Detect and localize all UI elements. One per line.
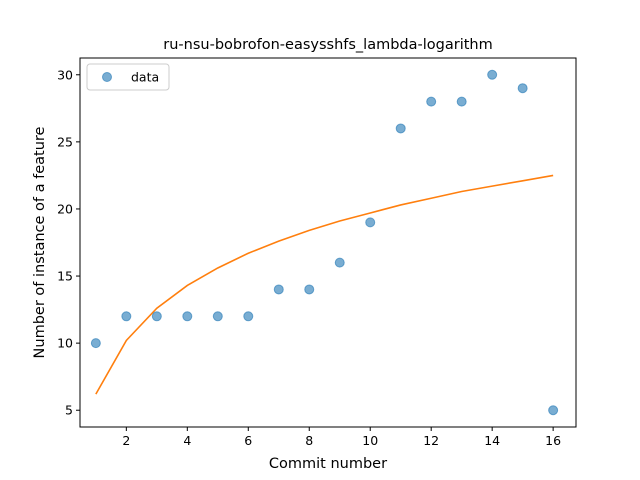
data-point — [365, 217, 376, 228]
series-layer — [90, 69, 559, 416]
y-tick-label: 20 — [57, 201, 73, 216]
x-tick-label: 8 — [305, 433, 313, 448]
data-point — [456, 96, 467, 107]
legend-label-data: data — [131, 70, 159, 85]
x-axis: 2 4 6 8 10 12 14 16 — [122, 427, 561, 448]
data-point — [151, 311, 162, 322]
x-tick-label: 16 — [545, 433, 561, 448]
y-tick-label: 5 — [65, 403, 73, 418]
y-tick-label: 30 — [57, 67, 73, 82]
x-tick-label: 6 — [244, 433, 252, 448]
data-point — [243, 311, 254, 322]
data-point — [487, 69, 498, 80]
data-point — [121, 311, 132, 322]
y-axis: 5 10 15 20 25 30 — [57, 67, 80, 418]
data-point — [426, 96, 437, 107]
x-tick-label: 10 — [362, 433, 378, 448]
legend-marker-data — [102, 72, 112, 82]
chart-title: ru-nsu-bobrofon-easysshfs_lambda-logarit… — [163, 37, 492, 53]
legend-box — [86, 63, 170, 91]
data-point — [334, 257, 345, 268]
plot-frame — [79, 57, 577, 428]
y-tick-label: 15 — [57, 269, 73, 284]
data-point — [182, 311, 193, 322]
data-point — [548, 405, 559, 416]
data-point — [517, 83, 528, 94]
x-axis-label: Commit number — [269, 456, 387, 472]
legend: data — [86, 63, 170, 91]
data-point — [90, 338, 101, 349]
data-point — [273, 284, 284, 295]
x-tick-label: 12 — [423, 433, 439, 448]
x-tick-label: 4 — [183, 433, 191, 448]
y-tick-label: 10 — [57, 336, 73, 351]
data-point — [395, 123, 406, 134]
y-tick-label: 25 — [57, 134, 73, 149]
x-tick-label: 2 — [122, 433, 130, 448]
data-point — [212, 311, 223, 322]
y-axis-label: Number of instance of a feature — [32, 126, 48, 358]
fit-line — [95, 174, 554, 395]
data-point — [304, 284, 315, 295]
x-tick-label: 14 — [484, 433, 500, 448]
